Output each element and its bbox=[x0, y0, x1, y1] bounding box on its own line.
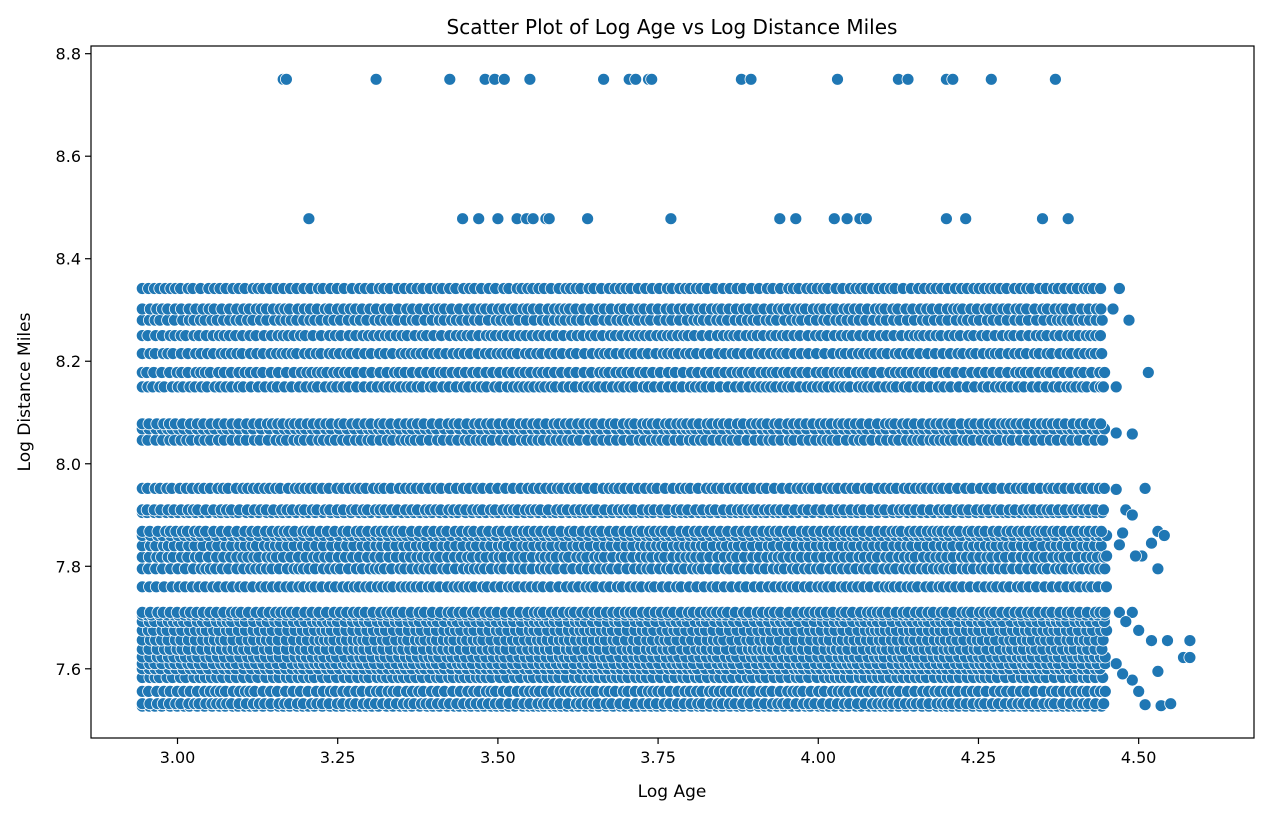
scatter-point bbox=[840, 212, 854, 226]
x-axis: 3.00 3.25 3.50 3.75 4.00 4.25 4.50 bbox=[160, 738, 1157, 767]
scatter-point bbox=[1097, 380, 1110, 394]
y-axis-label: Log Distance Miles bbox=[15, 312, 35, 471]
scatter-point bbox=[1183, 634, 1197, 647]
x-tick-label: 4.00 bbox=[800, 748, 836, 767]
scatter-point bbox=[581, 212, 594, 226]
scatter-point bbox=[1145, 634, 1158, 647]
scatter-point bbox=[1109, 426, 1123, 440]
scatter-point bbox=[1125, 427, 1139, 441]
scatter-point bbox=[1151, 665, 1165, 678]
scatter-point bbox=[1151, 562, 1165, 576]
scatter-point bbox=[1161, 634, 1174, 647]
scatter-point bbox=[1098, 481, 1111, 495]
scatter-point bbox=[279, 72, 293, 86]
scatter-point bbox=[1097, 503, 1110, 517]
scatter-point bbox=[859, 212, 873, 226]
y-tick-label: 8.2 bbox=[56, 352, 81, 371]
scatter-point bbox=[1100, 580, 1113, 594]
scatter-point bbox=[1049, 72, 1062, 86]
y-tick-label: 8.8 bbox=[56, 45, 81, 64]
scatter-point bbox=[1145, 536, 1158, 550]
scatter-point bbox=[1132, 624, 1146, 637]
scatter-point bbox=[1141, 366, 1155, 379]
x-tick-label: 3.00 bbox=[160, 748, 196, 767]
scatter-point bbox=[1113, 282, 1126, 295]
scatter-point bbox=[542, 212, 556, 226]
scatter-point bbox=[1098, 606, 1112, 619]
scatter-point bbox=[901, 72, 915, 86]
scatter-point bbox=[1109, 482, 1123, 496]
scatter-point bbox=[1122, 313, 1136, 327]
scatter-point bbox=[1109, 380, 1123, 394]
x-tick-label: 3.25 bbox=[320, 748, 356, 767]
x-tick-label: 4.50 bbox=[1121, 748, 1157, 767]
scatter-point bbox=[443, 72, 457, 86]
scatter-point bbox=[1106, 302, 1120, 316]
scatter-point bbox=[1164, 697, 1178, 711]
scatter-point bbox=[940, 212, 953, 226]
scatter-point bbox=[773, 212, 787, 226]
scatter-point bbox=[1098, 366, 1111, 379]
scatter-point bbox=[523, 72, 537, 86]
scatter-point bbox=[789, 212, 803, 226]
x-tick-label: 3.50 bbox=[480, 748, 516, 767]
y-tick-label: 7.8 bbox=[56, 557, 81, 576]
scatter-point bbox=[1096, 433, 1109, 447]
scatter-point bbox=[302, 212, 316, 226]
scatter-point bbox=[1109, 657, 1123, 671]
scatter-point bbox=[827, 212, 841, 226]
scatter-point bbox=[1095, 525, 1108, 538]
scatter-point bbox=[629, 72, 643, 86]
scatter-point bbox=[959, 212, 973, 226]
scatter-point bbox=[369, 72, 383, 86]
scatter-point bbox=[456, 212, 470, 226]
scatter-point bbox=[1095, 347, 1109, 361]
y-tick-label: 8.6 bbox=[56, 147, 81, 166]
scatter-point bbox=[1116, 526, 1129, 540]
scatter-point bbox=[1095, 313, 1109, 327]
scatter-point bbox=[664, 212, 678, 226]
x-tick-label: 4.25 bbox=[961, 748, 997, 767]
scatter-point bbox=[645, 72, 659, 86]
scatter-point bbox=[497, 72, 511, 86]
data-points bbox=[135, 72, 1197, 713]
scatter-point bbox=[1094, 302, 1108, 316]
scatter-point bbox=[597, 72, 610, 86]
scatter-point bbox=[491, 212, 505, 226]
scatter-point bbox=[526, 212, 540, 226]
scatter-point bbox=[1138, 481, 1152, 495]
scatter-point bbox=[1036, 212, 1049, 226]
scatter-point bbox=[1097, 697, 1111, 711]
scatter-point bbox=[984, 72, 998, 86]
x-axis-label: Log Age bbox=[638, 782, 707, 802]
scatter-point bbox=[472, 212, 486, 226]
scatter-point bbox=[1183, 651, 1197, 664]
y-tick-label: 7.6 bbox=[56, 660, 81, 679]
scatter-point bbox=[1098, 562, 1112, 576]
scatter-point bbox=[946, 72, 960, 86]
scatter-point bbox=[1138, 698, 1152, 712]
scatter-point bbox=[1132, 685, 1146, 698]
scatter-point bbox=[1129, 549, 1142, 563]
y-tick-label: 8.4 bbox=[56, 250, 81, 269]
scatter-point bbox=[1094, 329, 1107, 343]
scatter-point bbox=[831, 72, 844, 86]
scatter-point bbox=[1157, 529, 1171, 542]
y-axis: 7.6 7.8 8.0 8.2 8.4 8.6 8.8 bbox=[56, 45, 91, 679]
scatter-point bbox=[1094, 282, 1107, 295]
chart-title: Scatter Plot of Log Age vs Log Distance … bbox=[447, 15, 898, 39]
scatter-point bbox=[1113, 538, 1126, 552]
scatter-point bbox=[744, 72, 758, 86]
scatter-point bbox=[1119, 615, 1133, 628]
y-tick-label: 8.0 bbox=[56, 455, 81, 474]
scatter-point bbox=[1098, 685, 1112, 698]
scatter-point bbox=[1125, 508, 1139, 522]
x-tick-label: 3.75 bbox=[640, 748, 676, 767]
scatter-point bbox=[1061, 212, 1075, 226]
scatter-point bbox=[1100, 549, 1113, 563]
scatter-point bbox=[1094, 417, 1108, 431]
